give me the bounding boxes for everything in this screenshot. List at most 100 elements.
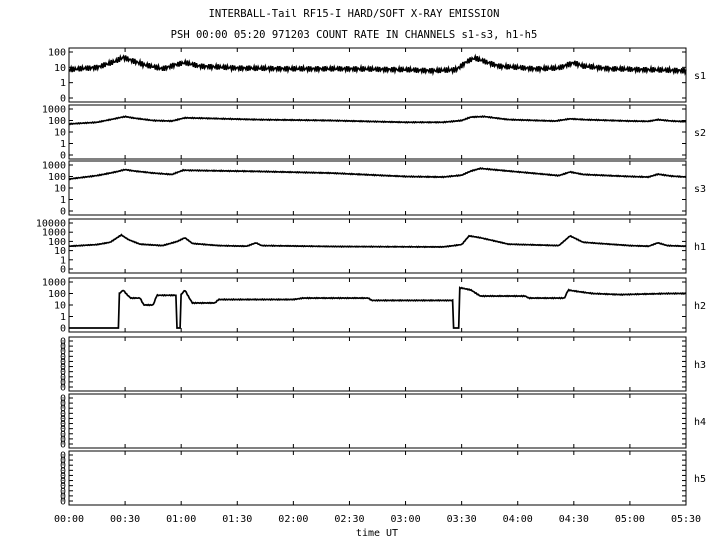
panel-frame: [68, 277, 687, 333]
x-tick-label: 02:00: [278, 514, 308, 525]
y-tick-label: 1: [60, 255, 66, 266]
x-axis-label: time UT: [356, 528, 398, 539]
y-tick-label: 0: [60, 207, 66, 218]
y-tick-label: 0: [60, 324, 66, 335]
channel-label: s2: [694, 128, 706, 139]
y-tick-label: 0: [60, 466, 66, 477]
y-tick-label: 0: [60, 451, 66, 462]
y-tick-label: 0: [60, 429, 66, 440]
y-tick-label: 100: [48, 289, 66, 300]
y-tick-label: 0: [60, 352, 66, 363]
y-tick-label: 10: [54, 301, 66, 312]
panels-group: 1001010s110001001010s210001001010s310000…: [36, 47, 706, 508]
x-tick-label: 05:00: [615, 514, 645, 525]
x-tick-label: 03:30: [447, 514, 477, 525]
y-tick-label: 0: [60, 337, 66, 348]
series-line-s3: [68, 166, 687, 181]
channel-label: h1: [694, 242, 706, 253]
y-tick-label: 100: [48, 172, 66, 183]
y-tick-label: 10: [54, 246, 66, 257]
panel-frame: [68, 47, 687, 103]
y-tick-label: 100: [48, 237, 66, 248]
y-tick-label: 0: [60, 497, 66, 508]
y-tick-label: 0: [60, 491, 66, 502]
chart-title: INTERBALL-Tail RF15-I HARD/SOFT X-RAY EM…: [209, 8, 500, 20]
y-tick-label: 1000: [42, 228, 66, 239]
y-tick-label: 0: [60, 419, 66, 430]
channel-label: s3: [694, 184, 706, 195]
x-tick-label: 01:30: [222, 514, 252, 525]
y-tick-label: 0: [60, 409, 66, 420]
y-tick-label: 1: [60, 195, 66, 206]
channel-label: h5: [694, 474, 706, 485]
y-tick-label: 1000: [42, 278, 66, 289]
y-tick-label: 10: [54, 63, 66, 74]
series-line-h2: [69, 286, 687, 329]
y-tick-label: 0: [60, 94, 66, 105]
y-tick-label: 0: [60, 357, 66, 368]
y-tick-label: 0: [60, 434, 66, 445]
y-tick-label: 1000: [42, 105, 66, 116]
y-tick-label: 0: [60, 481, 66, 492]
y-tick-label: 0: [60, 342, 66, 353]
series-line-s2: [68, 115, 687, 126]
y-tick-label: 0: [60, 440, 66, 451]
channel-label: h3: [694, 360, 706, 371]
x-tick-label: 04:00: [503, 514, 533, 525]
y-tick-label: 10000: [36, 219, 66, 230]
y-tick-label: 1000: [42, 161, 66, 172]
y-tick-label: 10: [54, 184, 66, 195]
y-tick-label: 0: [60, 367, 66, 378]
y-tick-label: 0: [60, 265, 66, 276]
x-axis: 00:00 00:30 01:00 01:30 02:00 02:30 03:00 03:30…: [54, 514, 701, 525]
panel-frame: [68, 160, 687, 216]
y-tick-label: 10: [54, 128, 66, 139]
y-tick-label: 0: [60, 456, 66, 467]
y-tick-label: 0: [60, 362, 66, 373]
chart-subtitle: PSH 00:00 05:20 971203 COUNT RATE IN CHA…: [171, 29, 538, 41]
y-tick-label: 100: [48, 116, 66, 127]
y-tick-label: 0: [60, 414, 66, 425]
panel-frame: [68, 450, 687, 506]
y-tick-label: 0: [60, 377, 66, 388]
y-tick-label: 0: [60, 404, 66, 415]
panel-frame: [68, 104, 687, 160]
y-tick-label: 0: [60, 424, 66, 435]
y-tick-label: 0: [60, 476, 66, 487]
y-tick-label: 1: [60, 78, 66, 89]
channel-label: h2: [694, 301, 706, 312]
x-tick-label: 00:00: [54, 514, 84, 525]
y-tick-label: 0: [60, 383, 66, 394]
y-tick-label: 100: [48, 48, 66, 59]
y-tick-label: 0: [60, 394, 66, 405]
series-line-s1: [68, 53, 687, 77]
y-tick-label: 0: [60, 471, 66, 482]
x-tick-label: 02:30: [334, 514, 364, 525]
y-tick-label: 0: [60, 372, 66, 383]
channel-label: s1: [694, 71, 706, 82]
x-tick-label: 00:30: [110, 514, 140, 525]
y-tick-label: 0: [60, 347, 66, 358]
y-tick-label: 0: [60, 486, 66, 497]
y-tick-label: 0: [60, 151, 66, 162]
panel-frame: [68, 393, 687, 449]
panel-frame: [68, 336, 687, 392]
x-tick-label: 05:30: [671, 514, 701, 525]
series-line-h1: [68, 233, 687, 249]
x-tick-label: 04:30: [559, 514, 589, 525]
y-tick-label: 0: [60, 461, 66, 472]
y-tick-label: 1: [60, 139, 66, 150]
y-tick-label: 1: [60, 312, 66, 323]
x-tick-label: 03:00: [390, 514, 420, 525]
x-tick-label: 01:00: [166, 514, 196, 525]
y-tick-label: 0: [60, 399, 66, 410]
